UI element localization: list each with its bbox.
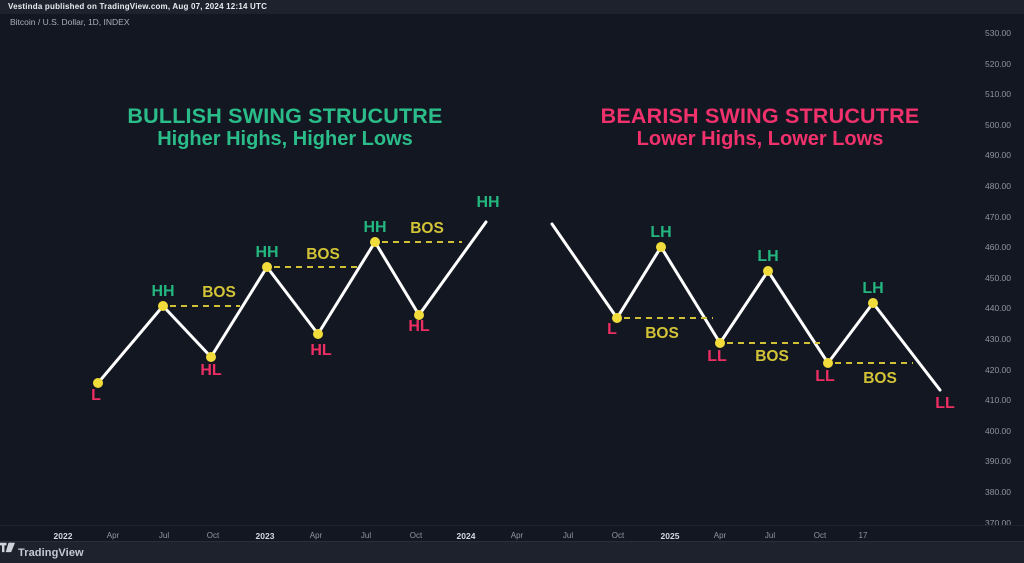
time-tick-label: Jul bbox=[562, 531, 574, 540]
bullish-swing-polyline bbox=[96, 220, 488, 385]
time-tick-label: 2022 bbox=[53, 531, 73, 541]
bullish-title-line2: Higher Highs, Higher Lows bbox=[157, 128, 413, 150]
time-tick-label: 2025 bbox=[660, 531, 680, 541]
swing-point-label: LH bbox=[650, 224, 671, 241]
swing-point-label: HL bbox=[310, 342, 332, 359]
swing-point-dot bbox=[715, 338, 725, 348]
swing-point-dot bbox=[823, 358, 833, 368]
price-tick-label: 530.00 bbox=[985, 28, 1011, 38]
price-tick-label: 510.00 bbox=[985, 89, 1011, 100]
time-tick-label: Jul bbox=[158, 531, 170, 540]
price-tick-label: 420.00 bbox=[985, 364, 1011, 375]
swing-point-label: HH bbox=[363, 219, 386, 236]
swing-point-label: L bbox=[607, 321, 617, 338]
swing-point-label: L bbox=[91, 387, 101, 404]
price-tick-label: 410.00 bbox=[985, 395, 1011, 406]
tradingview-logo-icon[interactable] bbox=[0, 542, 15, 553]
price-tick-label: 430.00 bbox=[985, 334, 1011, 344]
swing-point-dot bbox=[656, 242, 666, 252]
price-tick-label: 500.00 bbox=[985, 119, 1011, 130]
price-tick-label: 370.00 bbox=[985, 517, 1011, 528]
swing-point-dot bbox=[763, 266, 773, 276]
time-tick-label: Apr bbox=[106, 531, 120, 540]
swing-point-dot bbox=[414, 310, 424, 320]
footer-bar: TradingView bbox=[0, 541, 1024, 563]
bullish-title: BULLISH SWING STRUCUTRE Higher Highs, Hi… bbox=[75, 104, 495, 151]
time-tick-label: Oct bbox=[409, 531, 423, 540]
price-tick-label: 400.00 bbox=[985, 425, 1011, 436]
price-tick-label: 380.00 bbox=[985, 487, 1011, 497]
swing-point-label: LL bbox=[707, 348, 727, 365]
bos-label: BOS bbox=[410, 220, 444, 237]
bearish-title-line2: Lower Highs, Lower Lows bbox=[636, 128, 884, 150]
price-tick-label: 490.00 bbox=[985, 150, 1011, 161]
time-tick-label: Apr bbox=[309, 531, 323, 540]
bos-label: BOS bbox=[755, 348, 789, 365]
time-tick-label: 2024 bbox=[456, 531, 476, 541]
price-tick-label: 520.00 bbox=[985, 58, 1011, 69]
swing-point-label: HL bbox=[200, 362, 222, 379]
tradingview-brand-link[interactable]: TradingView bbox=[18, 546, 84, 559]
time-tick-label: Oct bbox=[611, 531, 625, 540]
time-tick-label: 17 bbox=[858, 531, 868, 540]
swing-point-dot bbox=[370, 237, 380, 247]
swing-point-dot bbox=[93, 378, 103, 388]
attribution-bar: Vestinda published on TradingView.com, A… bbox=[0, 0, 1024, 14]
bullish-title-line1: BULLISH SWING STRUCUTRE bbox=[127, 104, 443, 128]
price-tick-label: 450.00 bbox=[985, 272, 1011, 283]
price-tick-label: 460.00 bbox=[985, 242, 1011, 253]
price-axis[interactable]: 530.00 520.00 510.00 500.00 490.00 480.00 470.… bbox=[962, 14, 1024, 528]
time-tick-label: 2023 bbox=[255, 531, 275, 541]
price-tick-label: 480.00 bbox=[985, 181, 1011, 191]
price-tick-label: 440.00 bbox=[985, 303, 1011, 314]
bos-label: BOS bbox=[306, 246, 340, 263]
swing-point-label: HH bbox=[476, 194, 499, 211]
time-tick-label: Apr bbox=[713, 531, 727, 540]
swing-point-dot bbox=[206, 352, 216, 362]
swing-point-label: HH bbox=[255, 244, 278, 261]
swing-point-dot bbox=[868, 298, 878, 308]
time-tick-label: Apr bbox=[510, 531, 524, 540]
swing-point-label: HL bbox=[408, 318, 430, 335]
price-tick-label: 390.00 bbox=[985, 456, 1011, 467]
time-tick-label: Oct bbox=[813, 531, 827, 540]
time-axis[interactable]: 2022 Apr Jul Oct 2023 Apr Jul Oct 2024 Apr Jul Oct 2… bbox=[0, 525, 1024, 541]
bearish-swing-polyline bbox=[550, 222, 942, 392]
bearish-title: BEARISH SWING STRUCUTRE Lower Highs, Low… bbox=[550, 104, 970, 151]
swing-point-label: HH bbox=[151, 283, 174, 300]
swing-point-dot bbox=[313, 329, 323, 339]
time-tick-label: Jul bbox=[360, 531, 372, 540]
swing-point-dot bbox=[612, 313, 622, 323]
price-tick-label: 470.00 bbox=[985, 211, 1011, 222]
swing-point-dot bbox=[262, 262, 272, 272]
symbol-info: Bitcoin / U.S. Dollar, 1D, INDEX bbox=[10, 17, 130, 27]
bos-label: BOS bbox=[645, 325, 679, 342]
swing-point-dot bbox=[158, 301, 168, 311]
time-tick-label: Jul bbox=[764, 531, 776, 540]
time-tick-label: Oct bbox=[206, 531, 220, 540]
bearish-title-line1: BEARISH SWING STRUCUTRE bbox=[600, 104, 920, 128]
swing-point-label: LL bbox=[935, 395, 955, 412]
swing-point-label: LH bbox=[862, 280, 883, 297]
swing-point-label: LL bbox=[815, 368, 835, 385]
attribution-text: Vestinda published on TradingView.com, A… bbox=[8, 2, 268, 11]
bos-label: BOS bbox=[202, 284, 236, 301]
bos-label: BOS bbox=[863, 370, 897, 387]
swing-point-label: LH bbox=[757, 248, 778, 265]
